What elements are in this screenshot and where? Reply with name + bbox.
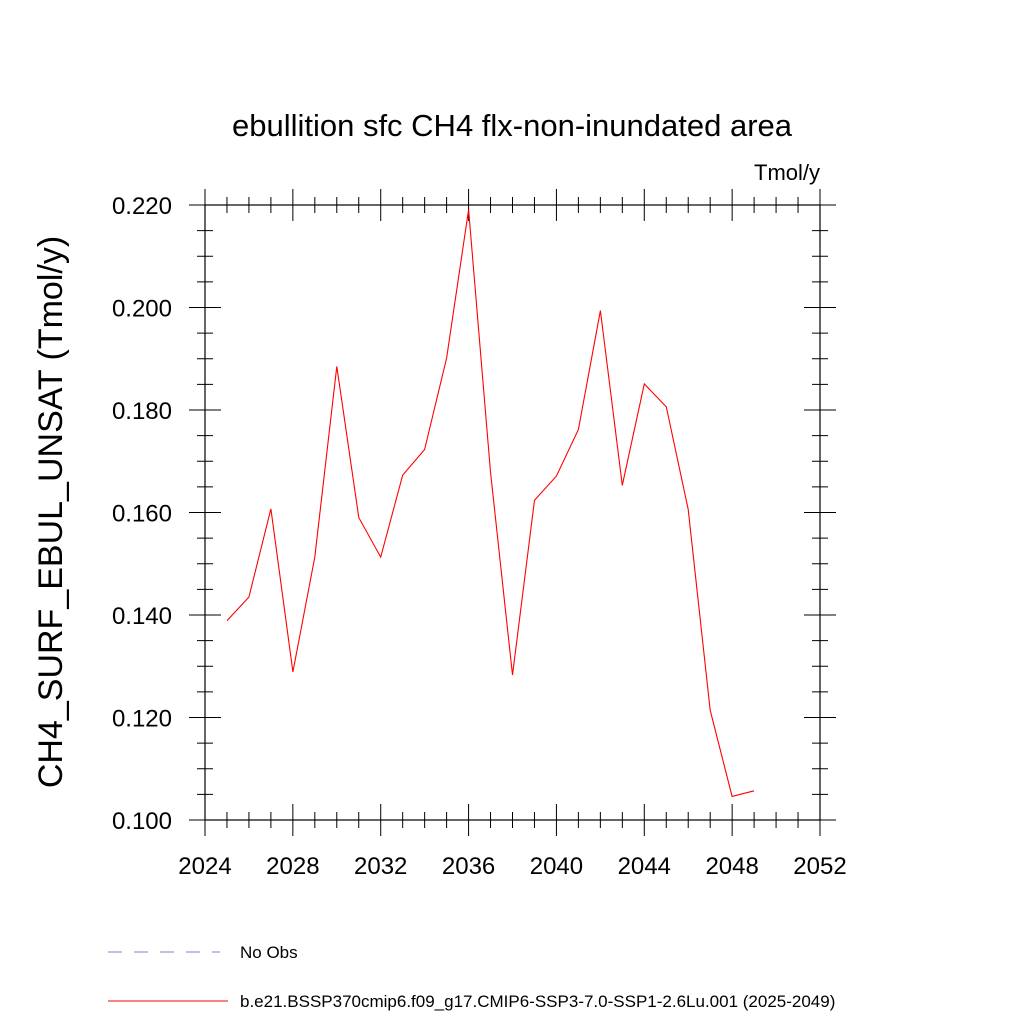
- axis-tick-labels: 2024 2028 2032 2036 2040 2044 2048 2052 0.100 0.1…: [112, 193, 847, 880]
- chart-title: ebullition sfc CH4 flx-non-inundated are…: [232, 108, 793, 143]
- y-tick-label: 0.200: [112, 296, 172, 323]
- y-axis-title: CH4_SURF_EBUL_UNSAT (Tmol/y): [32, 236, 70, 788]
- y-tick-label: 0.120: [112, 706, 172, 733]
- x-tick-label: 2048: [705, 853, 758, 880]
- y-tick-label: 0.100: [112, 808, 172, 835]
- x-tick-label: 2036: [442, 853, 495, 880]
- x-tick-label: 2040: [530, 853, 583, 880]
- x-tick-label: 2052: [793, 853, 846, 880]
- series-layer: [226, 209, 755, 798]
- plot-frame: [204, 204, 821, 821]
- axis-ticks: [189, 189, 836, 836]
- x-tick-label: 2028: [266, 853, 319, 880]
- x-tick-label: 2032: [354, 853, 407, 880]
- y-tick-label: 0.180: [112, 398, 172, 425]
- y-tick-label: 0.160: [112, 501, 172, 528]
- legend-label-no-obs: No Obs: [240, 943, 298, 962]
- legend: No Obs b.e21.BSSP370cmip6.f09_g17.CMIP6-…: [108, 943, 835, 1011]
- x-tick-label: 2044: [618, 853, 671, 880]
- y-tick-label: 0.140: [112, 603, 172, 630]
- y-tick-label: 0.220: [112, 193, 172, 220]
- legend-label-model: b.e21.BSSP370cmip6.f09_g17.CMIP6-SSP3-7.…: [240, 992, 835, 1011]
- series-line: [226, 209, 755, 798]
- x-tick-label: 2024: [178, 853, 231, 880]
- units-label: Tmol/y: [754, 160, 820, 185]
